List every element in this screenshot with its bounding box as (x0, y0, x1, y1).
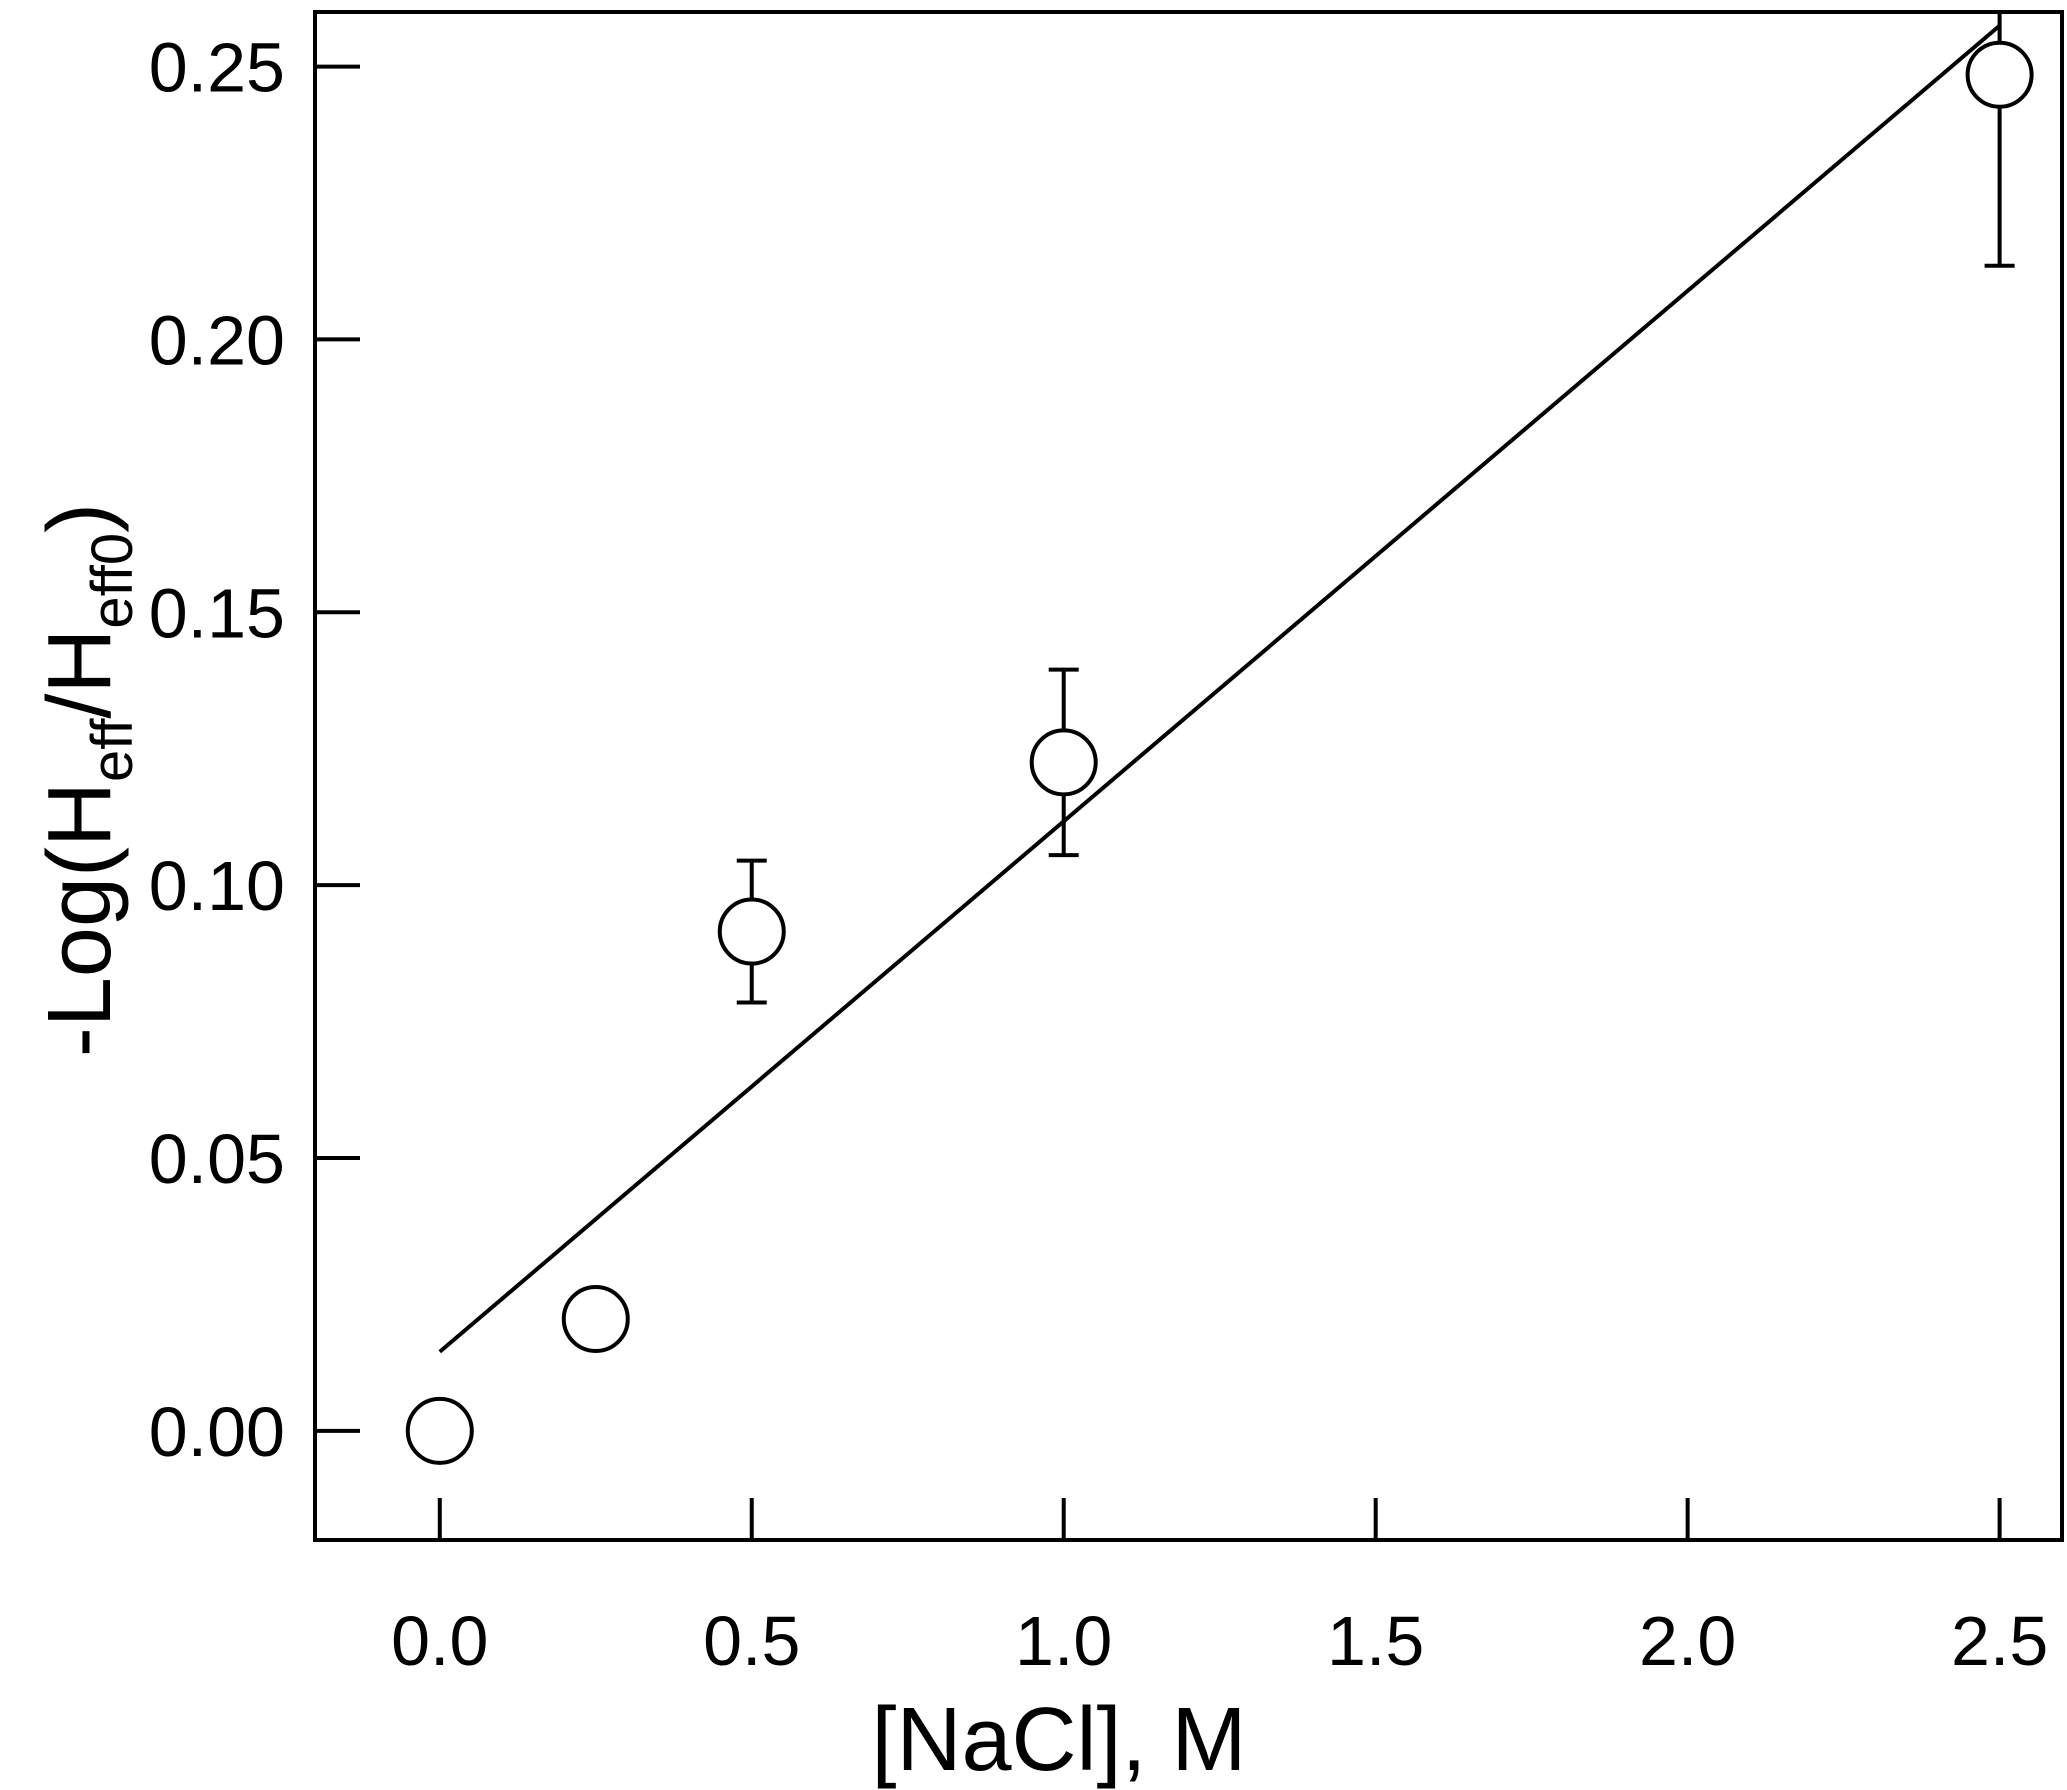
y-axis-title-subscript-2: eff0 (80, 533, 145, 629)
y-axis-title-middle: /H (30, 629, 130, 719)
fit-line (438, 24, 2001, 1354)
y-tick-label-3: 0.15 (149, 574, 285, 652)
data-point-4 (1965, 40, 2034, 109)
x-axis-title: [NaCl], M (871, 1690, 1246, 1790)
y-axis-title-prefix: -Log(H (30, 782, 130, 1057)
x-tick-label-0: 0.0 (391, 1602, 488, 1680)
x-tick-label-5: 2.5 (1951, 1602, 2048, 1680)
y-axis-title-suffix: ) (30, 503, 130, 533)
y-axis-title-subscript-1: eff (80, 718, 145, 782)
y-tick-label-0: 0.00 (149, 1393, 285, 1471)
data-point-3 (1029, 728, 1098, 797)
x-tick-label-4: 2.0 (1639, 1602, 1736, 1680)
x-tick-label-1: 0.5 (703, 1602, 800, 1680)
data-point-0 (405, 1396, 474, 1465)
x-tick-label-3: 1.5 (1327, 1602, 1424, 1680)
x-tick-label-2: 1.0 (1015, 1602, 1112, 1680)
y-tick-label-5: 0.25 (149, 29, 285, 107)
y-tick-label-2: 0.10 (149, 847, 285, 925)
fit-line-group (438, 24, 2001, 1354)
data-points (405, 40, 2034, 1465)
plot-frame (313, 10, 2064, 1542)
data-point-2 (717, 897, 786, 966)
y-axis: 0.00 0.05 0.10 0.15 0.20 0.25 (149, 29, 360, 1471)
plot-area-border (313, 10, 2064, 1542)
y-tick-label-1: 0.05 (149, 1120, 285, 1198)
error-bars (736, 12, 2015, 1005)
y-tick-label-4: 0.20 (149, 301, 285, 379)
x-axis: 0.0 0.5 1.0 1.5 2.0 2.5 (391, 1498, 2048, 1680)
data-point-1 (561, 1284, 630, 1353)
y-axis-title: -Log(Heff/Heff0) (30, 503, 145, 1057)
